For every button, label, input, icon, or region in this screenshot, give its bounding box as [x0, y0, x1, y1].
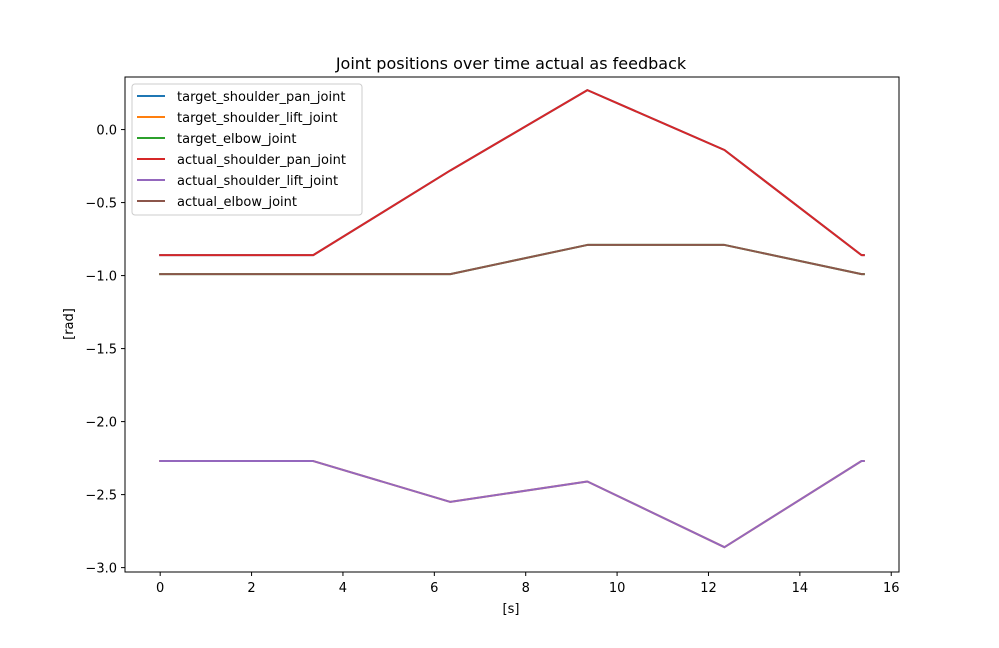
- legend-label: actual_shoulder_pan_joint: [177, 153, 346, 168]
- legend-label: target_elbow_joint: [177, 132, 297, 147]
- y-tick-label: −2.5: [85, 489, 117, 504]
- x-tick-label: 16: [883, 581, 900, 596]
- x-tick-label: 10: [609, 581, 626, 596]
- x-axis-label: [s]: [503, 602, 520, 617]
- y-tick-label: −0.5: [85, 197, 117, 212]
- x-tick-label: 0: [156, 581, 164, 596]
- x-tick-label: 4: [339, 581, 347, 596]
- series-line-4: [159, 460, 865, 549]
- legend-label: actual_elbow_joint: [177, 195, 297, 210]
- series-line-3: [159, 89, 865, 257]
- y-tick-label: −1.5: [85, 343, 117, 358]
- x-tick-label: 2: [247, 581, 255, 596]
- series-line-5: [159, 243, 865, 276]
- x-tick-label: 8: [522, 581, 530, 596]
- y-axis-label: [rad]: [62, 308, 77, 340]
- x-tick-label: 14: [792, 581, 809, 596]
- series-line-1: [159, 460, 865, 549]
- x-tick-label: 12: [700, 581, 717, 596]
- y-tick-label: −2.0: [85, 416, 117, 431]
- axes-frame: [124, 76, 900, 573]
- chart-title: Joint positions over time actual as feed…: [335, 54, 687, 73]
- legend-label: target_shoulder_pan_joint: [177, 90, 345, 105]
- series-line-2: [159, 243, 865, 276]
- y-tick-label: −1.0: [85, 270, 117, 285]
- y-tick-label: −3.0: [85, 562, 117, 577]
- legend-label: actual_shoulder_lift_joint: [177, 174, 338, 189]
- legend-label: target_shoulder_lift_joint: [177, 111, 338, 126]
- x-tick-label: 6: [430, 581, 438, 596]
- legend-box: [131, 83, 363, 216]
- y-tick-label: 0.0: [96, 124, 117, 139]
- plot-area: 0 2 4 6 8 10 12 14 16 0.0 −0.5 −1.0 −1.5 −2.0 −2.5 −3.0…: [85, 76, 900, 596]
